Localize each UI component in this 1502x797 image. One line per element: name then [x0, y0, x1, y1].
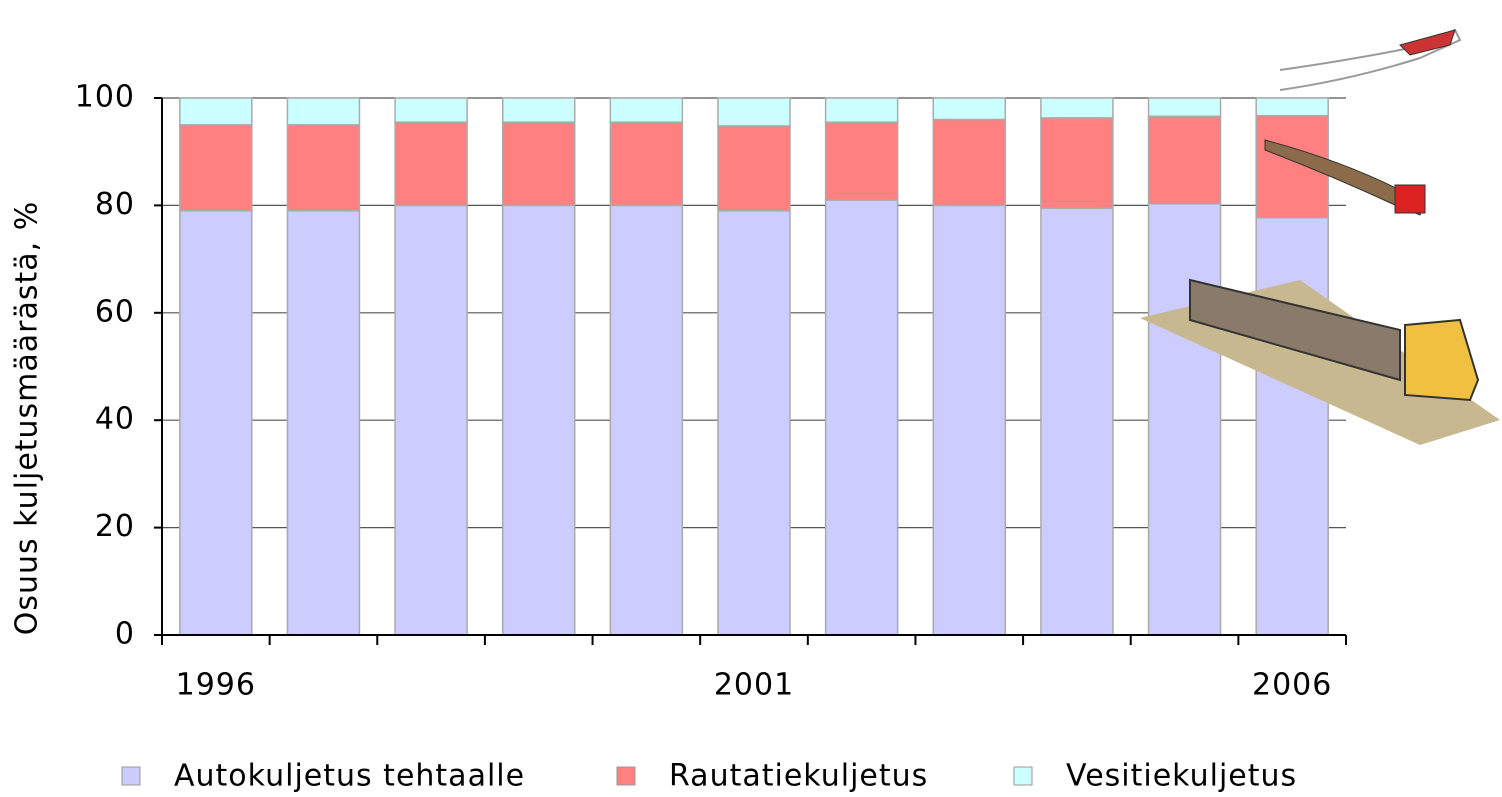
y-tick-label: 80 [95, 187, 135, 222]
bar-segment [932, 118, 1007, 207]
legend-label: Rautatiekuljetus [669, 759, 928, 794]
bar-segment [1147, 115, 1222, 205]
legend-swatch [616, 766, 636, 786]
bar-segment [932, 204, 1007, 636]
legend-swatch [1013, 766, 1033, 786]
illustrations [1140, 28, 1500, 445]
bar-segment [717, 97, 791, 127]
logs [1189, 278, 1401, 382]
bar-segment [1255, 97, 1329, 117]
bar-segment [1147, 203, 1222, 636]
legend-label: Autokuljetus tehtaalle [174, 759, 525, 794]
bar-segment [179, 210, 253, 636]
y-tick-label: 40 [95, 402, 135, 437]
y-tick-label: 20 [95, 509, 135, 544]
bar-segment [179, 97, 253, 126]
bar-segment [609, 121, 684, 207]
legend-label: Vesitiekuljetus [1066, 759, 1297, 794]
bar-segment [932, 97, 1007, 121]
x-tick-label: 1996 [176, 668, 256, 703]
locomotive [1394, 184, 1426, 214]
y-axis-label: Osuus kuljetusmäärästä, % [10, 201, 45, 636]
bar-segment [501, 121, 576, 207]
bar-segment [394, 121, 468, 207]
bar-segment [1040, 207, 1114, 636]
bar-segment [501, 204, 576, 636]
bar-segment [286, 97, 361, 126]
legend-item: Autokuljetus tehtaalle [121, 759, 525, 794]
bar-segment [286, 210, 361, 636]
legend-swatch [121, 766, 141, 786]
bar-segment [1040, 117, 1114, 209]
y-tick-label: 60 [95, 294, 135, 329]
bar-segment [609, 97, 684, 123]
bar-segment [394, 204, 468, 636]
bar-segment [179, 124, 253, 212]
truck-cab [1404, 318, 1480, 402]
bar-segment [286, 124, 361, 212]
ship-wake [1279, 28, 1462, 91]
legend-item: Rautatiekuljetus [616, 759, 928, 794]
x-tick-label: 2006 [1252, 668, 1332, 703]
bar-segment [1040, 97, 1114, 119]
bar-segment [1255, 217, 1329, 636]
bar-segment [824, 97, 899, 123]
bar-segment [394, 97, 468, 123]
bar-segment [717, 125, 791, 212]
legend-item: Vesitiekuljetus [1013, 759, 1297, 794]
ship [1399, 29, 1456, 56]
x-tick-label: 2001 [714, 668, 794, 703]
bar-segment [824, 199, 899, 636]
bar-segment [501, 97, 576, 123]
y-tick-label: 0 [115, 617, 135, 652]
bar-segment [824, 121, 899, 201]
bar-segment [717, 210, 791, 636]
bar-segment [609, 204, 684, 636]
y-tick-label: 100 [75, 80, 135, 115]
bar-segment [1147, 97, 1222, 118]
